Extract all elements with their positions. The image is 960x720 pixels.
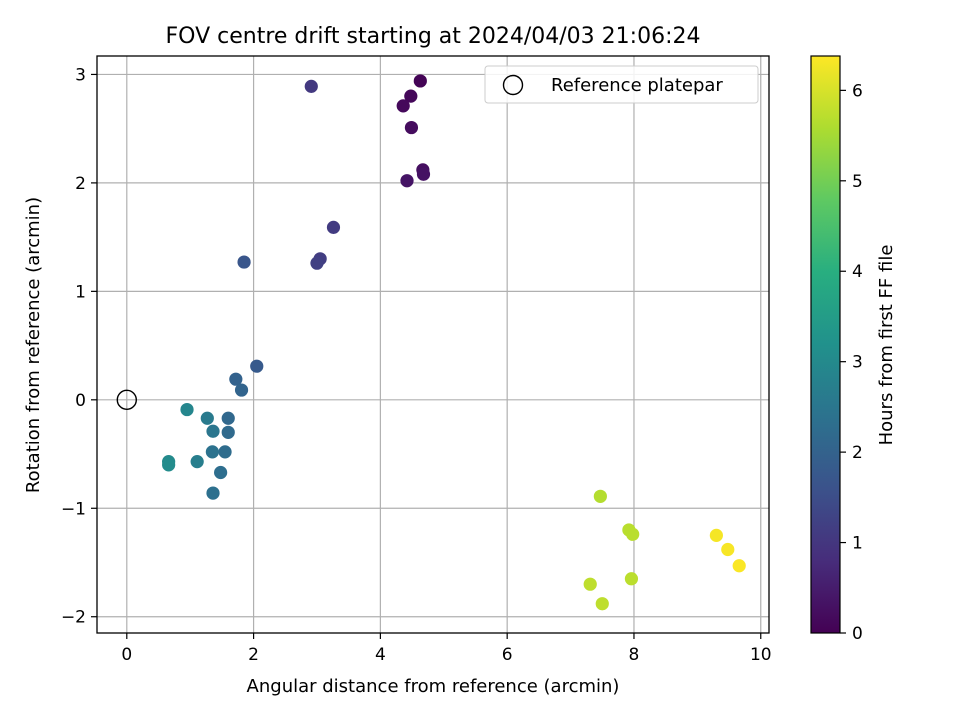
data-point <box>404 120 419 135</box>
y-axis-ticks: −2 −1 0 1 2 3 <box>61 65 97 628</box>
colorbar: 0 1 2 3 4 5 6 Hours from first FF file <box>810 55 897 644</box>
data-point <box>413 74 427 88</box>
data-point <box>214 465 228 480</box>
data-point <box>721 542 735 557</box>
colorbar-tick-label: 0 <box>852 624 863 644</box>
data-point <box>205 445 219 459</box>
data-point <box>218 445 232 459</box>
x-tick-label: 6 <box>502 645 513 665</box>
legend: Reference platepar <box>484 65 759 104</box>
colorbar-tick-label: 5 <box>852 172 863 192</box>
colorbar-ticks: 0 1 2 3 4 5 6 <box>840 81 863 644</box>
data-point <box>190 455 204 469</box>
data-point <box>732 559 746 573</box>
data-point <box>326 220 341 234</box>
data-point <box>229 372 243 386</box>
data-point <box>416 167 431 181</box>
y-tick-label: 3 <box>75 65 86 85</box>
data-point <box>593 489 607 503</box>
data-point <box>237 255 251 269</box>
colorbar-tick-label: 3 <box>852 353 863 373</box>
plot-area-frame <box>96 55 770 634</box>
x-tick-label: 0 <box>121 645 132 665</box>
colorbar-tick-label: 4 <box>852 262 863 282</box>
chart-title: FOV centre drift starting at 2024/04/03 … <box>166 24 701 49</box>
data-point <box>162 458 176 472</box>
data-point <box>221 411 235 425</box>
data-point <box>180 402 194 417</box>
x-axis-label: Angular distance from reference (arcmin) <box>247 676 620 697</box>
colorbar-label: Hours from first FF file <box>876 245 897 446</box>
x-tick-label: 2 <box>248 645 259 665</box>
data-point <box>221 425 235 439</box>
y-tick-label: −2 <box>61 608 86 628</box>
colorbar-tick-label: 2 <box>852 443 863 463</box>
data-point <box>206 424 220 438</box>
y-axis-label: Rotation from reference (arcmin) <box>23 197 44 493</box>
x-tick-label: 10 <box>750 645 772 665</box>
data-point <box>206 486 220 500</box>
x-tick-label: 4 <box>375 645 386 665</box>
y-tick-label: 0 <box>75 391 86 411</box>
data-point <box>400 174 414 188</box>
y-tick-label: 2 <box>75 174 86 194</box>
y-tick-label: −1 <box>61 499 86 519</box>
colorbar-tick-label: 6 <box>852 81 863 101</box>
legend-box <box>484 65 759 104</box>
legend-entry-reference: Reference platepar <box>551 75 723 96</box>
data-point <box>234 383 249 397</box>
data-point <box>595 597 609 611</box>
data-point <box>624 572 639 586</box>
colorbar-tick-label: 1 <box>852 534 863 554</box>
data-point <box>304 79 318 93</box>
data-point <box>626 527 640 541</box>
data-point <box>709 528 723 542</box>
data-point <box>250 359 264 373</box>
data-points <box>162 74 746 611</box>
data-point <box>310 256 324 270</box>
reference-platepar-marker <box>116 389 137 411</box>
colorbar-gradient <box>810 55 841 634</box>
x-axis-ticks: 0 2 4 6 8 10 <box>121 633 772 665</box>
legend-marker-icon <box>502 74 524 96</box>
data-point <box>583 577 597 591</box>
x-tick-label: 8 <box>629 645 640 665</box>
grid-lines <box>97 56 769 633</box>
data-point <box>200 411 214 425</box>
data-point <box>396 99 410 113</box>
y-tick-label: 1 <box>75 282 86 302</box>
reference-point-layer <box>116 389 137 411</box>
data-point <box>404 89 418 103</box>
